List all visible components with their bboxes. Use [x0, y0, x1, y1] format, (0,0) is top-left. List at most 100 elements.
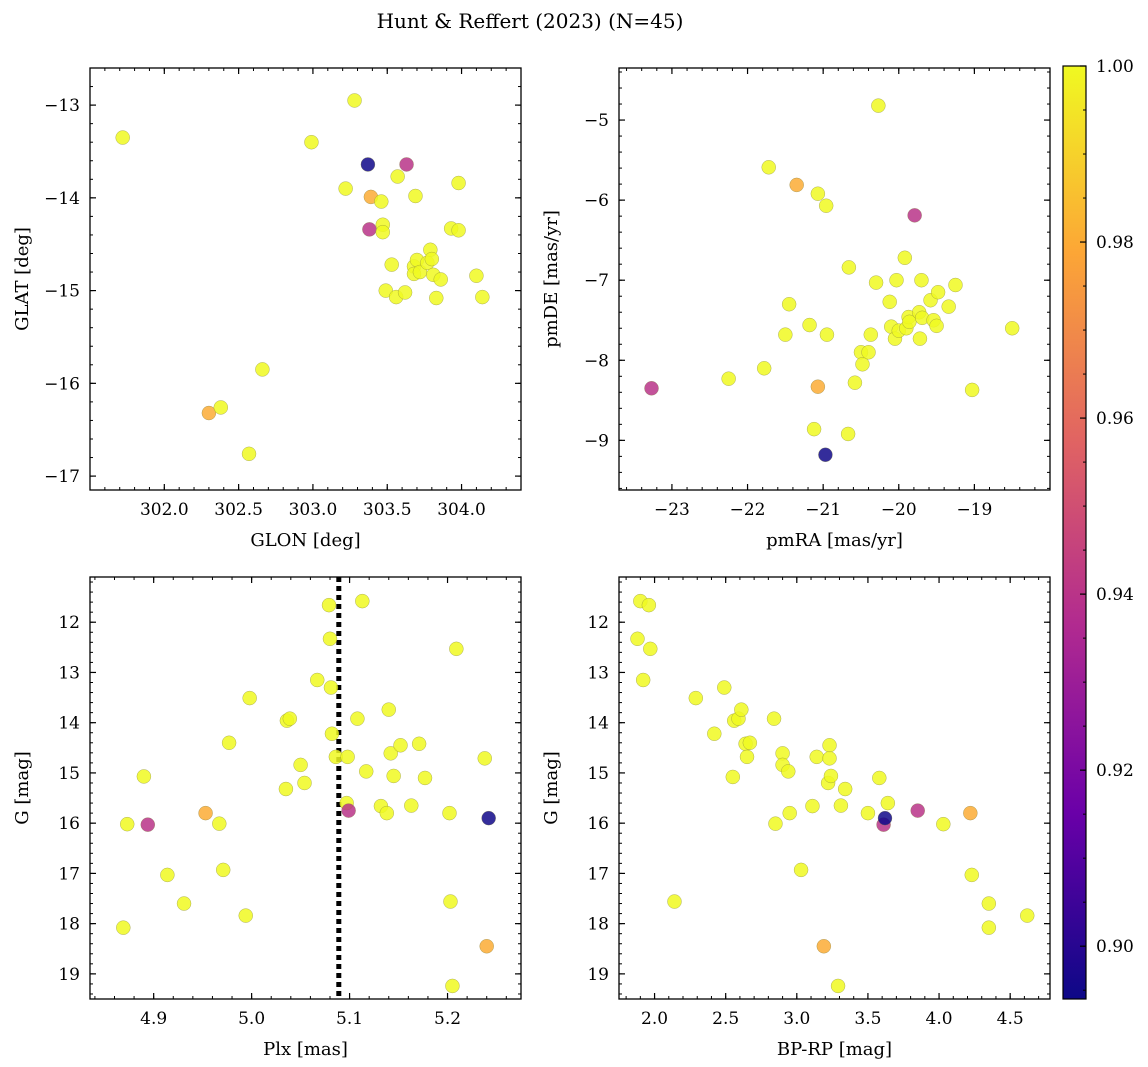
- colorbar-tick-label: 0.94: [1096, 585, 1134, 605]
- data-point: [929, 318, 944, 334]
- data-point: [802, 317, 817, 333]
- data-point: [1004, 320, 1020, 336]
- data-point: [338, 181, 353, 196]
- y-axis-label: pmDE [mas/yr]: [541, 210, 562, 348]
- x-tick-label: 5.0: [238, 1009, 265, 1029]
- data-point: [964, 867, 980, 883]
- data-point: [778, 327, 793, 342]
- data-point: [914, 272, 929, 288]
- data-point: [860, 805, 876, 821]
- data-point: [912, 331, 928, 346]
- y-tick-label: −9: [584, 431, 609, 451]
- x-tick-label: −21: [805, 500, 841, 520]
- data-point: [384, 257, 399, 272]
- data-point: [742, 735, 758, 751]
- x-tick-label: 3.0: [783, 1009, 810, 1029]
- data-point: [445, 978, 460, 994]
- data-point: [725, 769, 741, 785]
- data-point: [386, 768, 401, 784]
- data-point: [877, 810, 893, 826]
- data-point: [872, 770, 887, 786]
- data-point: [378, 283, 394, 298]
- data-point: [793, 862, 809, 878]
- y-tick-label: −15: [44, 282, 80, 302]
- data-point: [397, 285, 413, 300]
- data-point: [475, 289, 490, 305]
- y-tick-label: −17: [44, 467, 80, 487]
- data-point: [855, 357, 870, 372]
- data-point: [643, 641, 658, 657]
- data-point: [907, 208, 922, 223]
- data-point: [451, 175, 466, 191]
- data-point: [833, 798, 849, 813]
- y-axis-label: G [mag]: [541, 751, 562, 824]
- y-axis-label: G [mag]: [12, 751, 33, 824]
- y-tick-label: 19: [587, 965, 609, 985]
- data-point: [374, 194, 389, 209]
- data-point: [847, 375, 863, 390]
- figure-title: Hunt & Reffert (2023) (N=45): [377, 9, 684, 33]
- data-point: [115, 130, 130, 145]
- data-point: [721, 371, 736, 386]
- data-point: [717, 680, 732, 695]
- data-point: [379, 805, 395, 821]
- data-point: [868, 275, 884, 290]
- data-point: [469, 268, 484, 284]
- data-point: [136, 769, 152, 784]
- data-point: [341, 803, 356, 818]
- data-point: [630, 631, 645, 647]
- data-point: [282, 711, 298, 726]
- data-point: [688, 690, 704, 706]
- data-point: [355, 593, 370, 609]
- data-point: [910, 803, 925, 818]
- y-axis-label: GLAT [deg]: [12, 227, 33, 331]
- data-point: [667, 894, 682, 909]
- data-point: [375, 224, 391, 240]
- x-tick-label: 303.5: [363, 500, 412, 520]
- x-tick-label: −23: [654, 500, 690, 520]
- data-point: [818, 198, 834, 213]
- data-point: [399, 157, 414, 172]
- axes-frame: [618, 67, 1051, 491]
- data-point: [116, 920, 131, 935]
- data-point: [322, 631, 338, 647]
- data-point: [819, 327, 835, 342]
- data-point: [734, 702, 749, 717]
- data-point: [644, 381, 659, 396]
- data-point: [841, 260, 857, 275]
- data-point: [119, 816, 135, 832]
- data-point: [781, 764, 796, 779]
- colorbar-tick-label: 0.92: [1096, 761, 1134, 781]
- x-tick-label: 302.5: [214, 500, 263, 520]
- data-point: [806, 421, 822, 437]
- x-axis-label: GLON [deg]: [250, 530, 360, 551]
- data-point: [768, 816, 783, 831]
- data-point: [383, 746, 398, 761]
- data-point: [805, 798, 820, 814]
- panel-plx-g: 4.9 5.0 5.1 5.2 12 13 14 15 16 17 18 19 Plx [mas] G […: [12, 576, 522, 1060]
- x-tick-label: 4.5: [997, 1009, 1024, 1029]
- x-tick-label: −19: [956, 500, 992, 520]
- data-point: [816, 939, 832, 954]
- data-point: [404, 798, 419, 813]
- panel-bprp-g: 2.0 2.5 3.0 3.5 4.0 4.5 12 13 14 15 16 17 18 19 BP-RP …: [541, 576, 1051, 1060]
- axes-frame: [89, 576, 522, 1000]
- x-tick-label: 2.5: [712, 1009, 739, 1029]
- data-point: [429, 290, 444, 306]
- data-point: [761, 160, 776, 175]
- panel-pmra-pmde: −23 −22 −21 −20 −19 −9 −8 −7 −6 −5 pmRA [mas/yr] pm…: [541, 67, 1051, 551]
- data-point: [198, 805, 213, 821]
- data-point: [160, 867, 175, 883]
- data-point: [340, 749, 355, 765]
- data-point: [641, 597, 657, 613]
- data-point: [310, 672, 325, 688]
- y-tick-label: 15: [58, 764, 80, 784]
- data-point: [221, 735, 237, 751]
- data-point: [381, 702, 397, 717]
- data-point: [176, 896, 192, 911]
- data-point: [278, 781, 294, 797]
- y-tick-label: 16: [587, 814, 609, 834]
- data-point: [782, 805, 797, 821]
- data-point: [840, 426, 856, 442]
- data-point: [477, 751, 493, 766]
